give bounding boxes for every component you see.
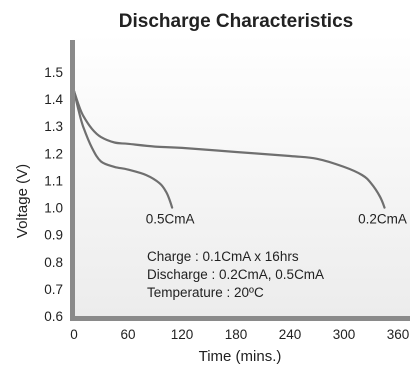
condition-notes: Charge : 0.1CmA x 16hrs Discharge : 0.2Cm…	[147, 249, 324, 300]
condition-note: Charge : 0.1CmA x 16hrs	[147, 249, 299, 264]
x-tick-label: 240	[279, 327, 302, 342]
x-tick-label: 60	[120, 327, 135, 342]
x-tick-labels: 0 60 120 180 240 300 360	[70, 327, 409, 342]
y-tick-label: 1.4	[44, 92, 63, 107]
x-axis-label: Time (mins.)	[199, 348, 282, 365]
y-tick-labels: 0.6 0.7 0.8 0.9 1.0 1.1 1.2 1.3 1.4 1.5	[44, 65, 63, 324]
x-tick-label: 120	[171, 327, 194, 342]
y-axis-line	[70, 40, 75, 321]
y-axis-label: Voltage (V)	[14, 164, 31, 238]
y-tick-label: 1.2	[44, 146, 63, 161]
chart-title: Discharge Characteristics	[119, 11, 353, 32]
series-label: 0.5CmA	[146, 212, 195, 227]
x-tick-label: 180	[225, 327, 248, 342]
plot-area	[72, 33, 410, 318]
x-tick-label: 0	[70, 327, 78, 342]
series-labels: 0.2CmA 0.5CmA	[146, 212, 407, 227]
x-axis-line	[70, 316, 410, 321]
y-tick-label: 0.7	[44, 282, 63, 297]
y-tick-label: 1.1	[44, 173, 63, 188]
condition-note: Discharge : 0.2CmA, 0.5CmA	[147, 267, 324, 282]
series-line-0-5cma	[72, 89, 174, 209]
series-line-0-2cma	[72, 89, 386, 209]
y-tick-label: 0.8	[44, 255, 63, 270]
y-tick-label: 0.9	[44, 228, 63, 243]
x-tick-label: 360	[387, 327, 410, 342]
y-tick-label: 1.0	[44, 201, 63, 216]
x-tick-label: 300	[333, 327, 356, 342]
series-lines	[72, 89, 386, 209]
y-tick-label: 0.6	[44, 309, 63, 324]
series-label: 0.2CmA	[358, 212, 407, 227]
condition-note: Temperature : 20ºC	[147, 285, 264, 300]
y-tick-label: 1.3	[44, 119, 63, 134]
y-tick-label: 1.5	[44, 65, 63, 80]
